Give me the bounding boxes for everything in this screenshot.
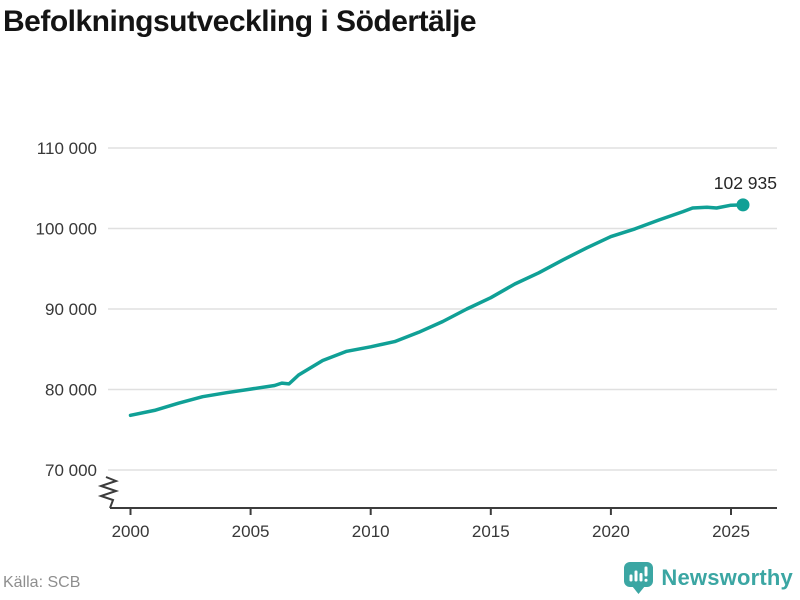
x-axis-tick-label: 2005 <box>232 522 270 541</box>
x-axis-tick-label: 2000 <box>112 522 150 541</box>
y-axis-tick-label: 100 000 <box>36 220 97 239</box>
x-axis-tick-label: 2025 <box>712 522 750 541</box>
brand-wordmark: Newsworthy <box>661 565 793 591</box>
population-series-line <box>131 205 744 415</box>
population-line-chart: 70 000 80 000 90 000 100 000 110 000 2000 2005… <box>0 0 800 600</box>
x-axis-tick-label: 2020 <box>592 522 630 541</box>
x-axis-tick-label: 2015 <box>472 522 510 541</box>
y-axis-tick-label: 80 000 <box>45 381 97 400</box>
y-axis-tick-label: 90 000 <box>45 300 97 319</box>
newsworthy-logo: Newsworthy <box>623 561 793 594</box>
newsworthy-chart-bubble-icon <box>623 561 654 594</box>
source-note: Källa: SCB <box>3 574 80 592</box>
latest-value-dot <box>737 198 750 211</box>
population-chart-page: Befolkningsutveckling i Södertälje 70 00… <box>0 0 800 600</box>
y-axis-tick-label: 110 000 <box>37 139 97 158</box>
axis-break-icon <box>101 477 116 508</box>
y-axis-tick-label: 70 000 <box>45 461 97 480</box>
latest-value-label: 102 935 <box>714 173 777 193</box>
x-axis-tick-label: 2010 <box>352 522 390 541</box>
